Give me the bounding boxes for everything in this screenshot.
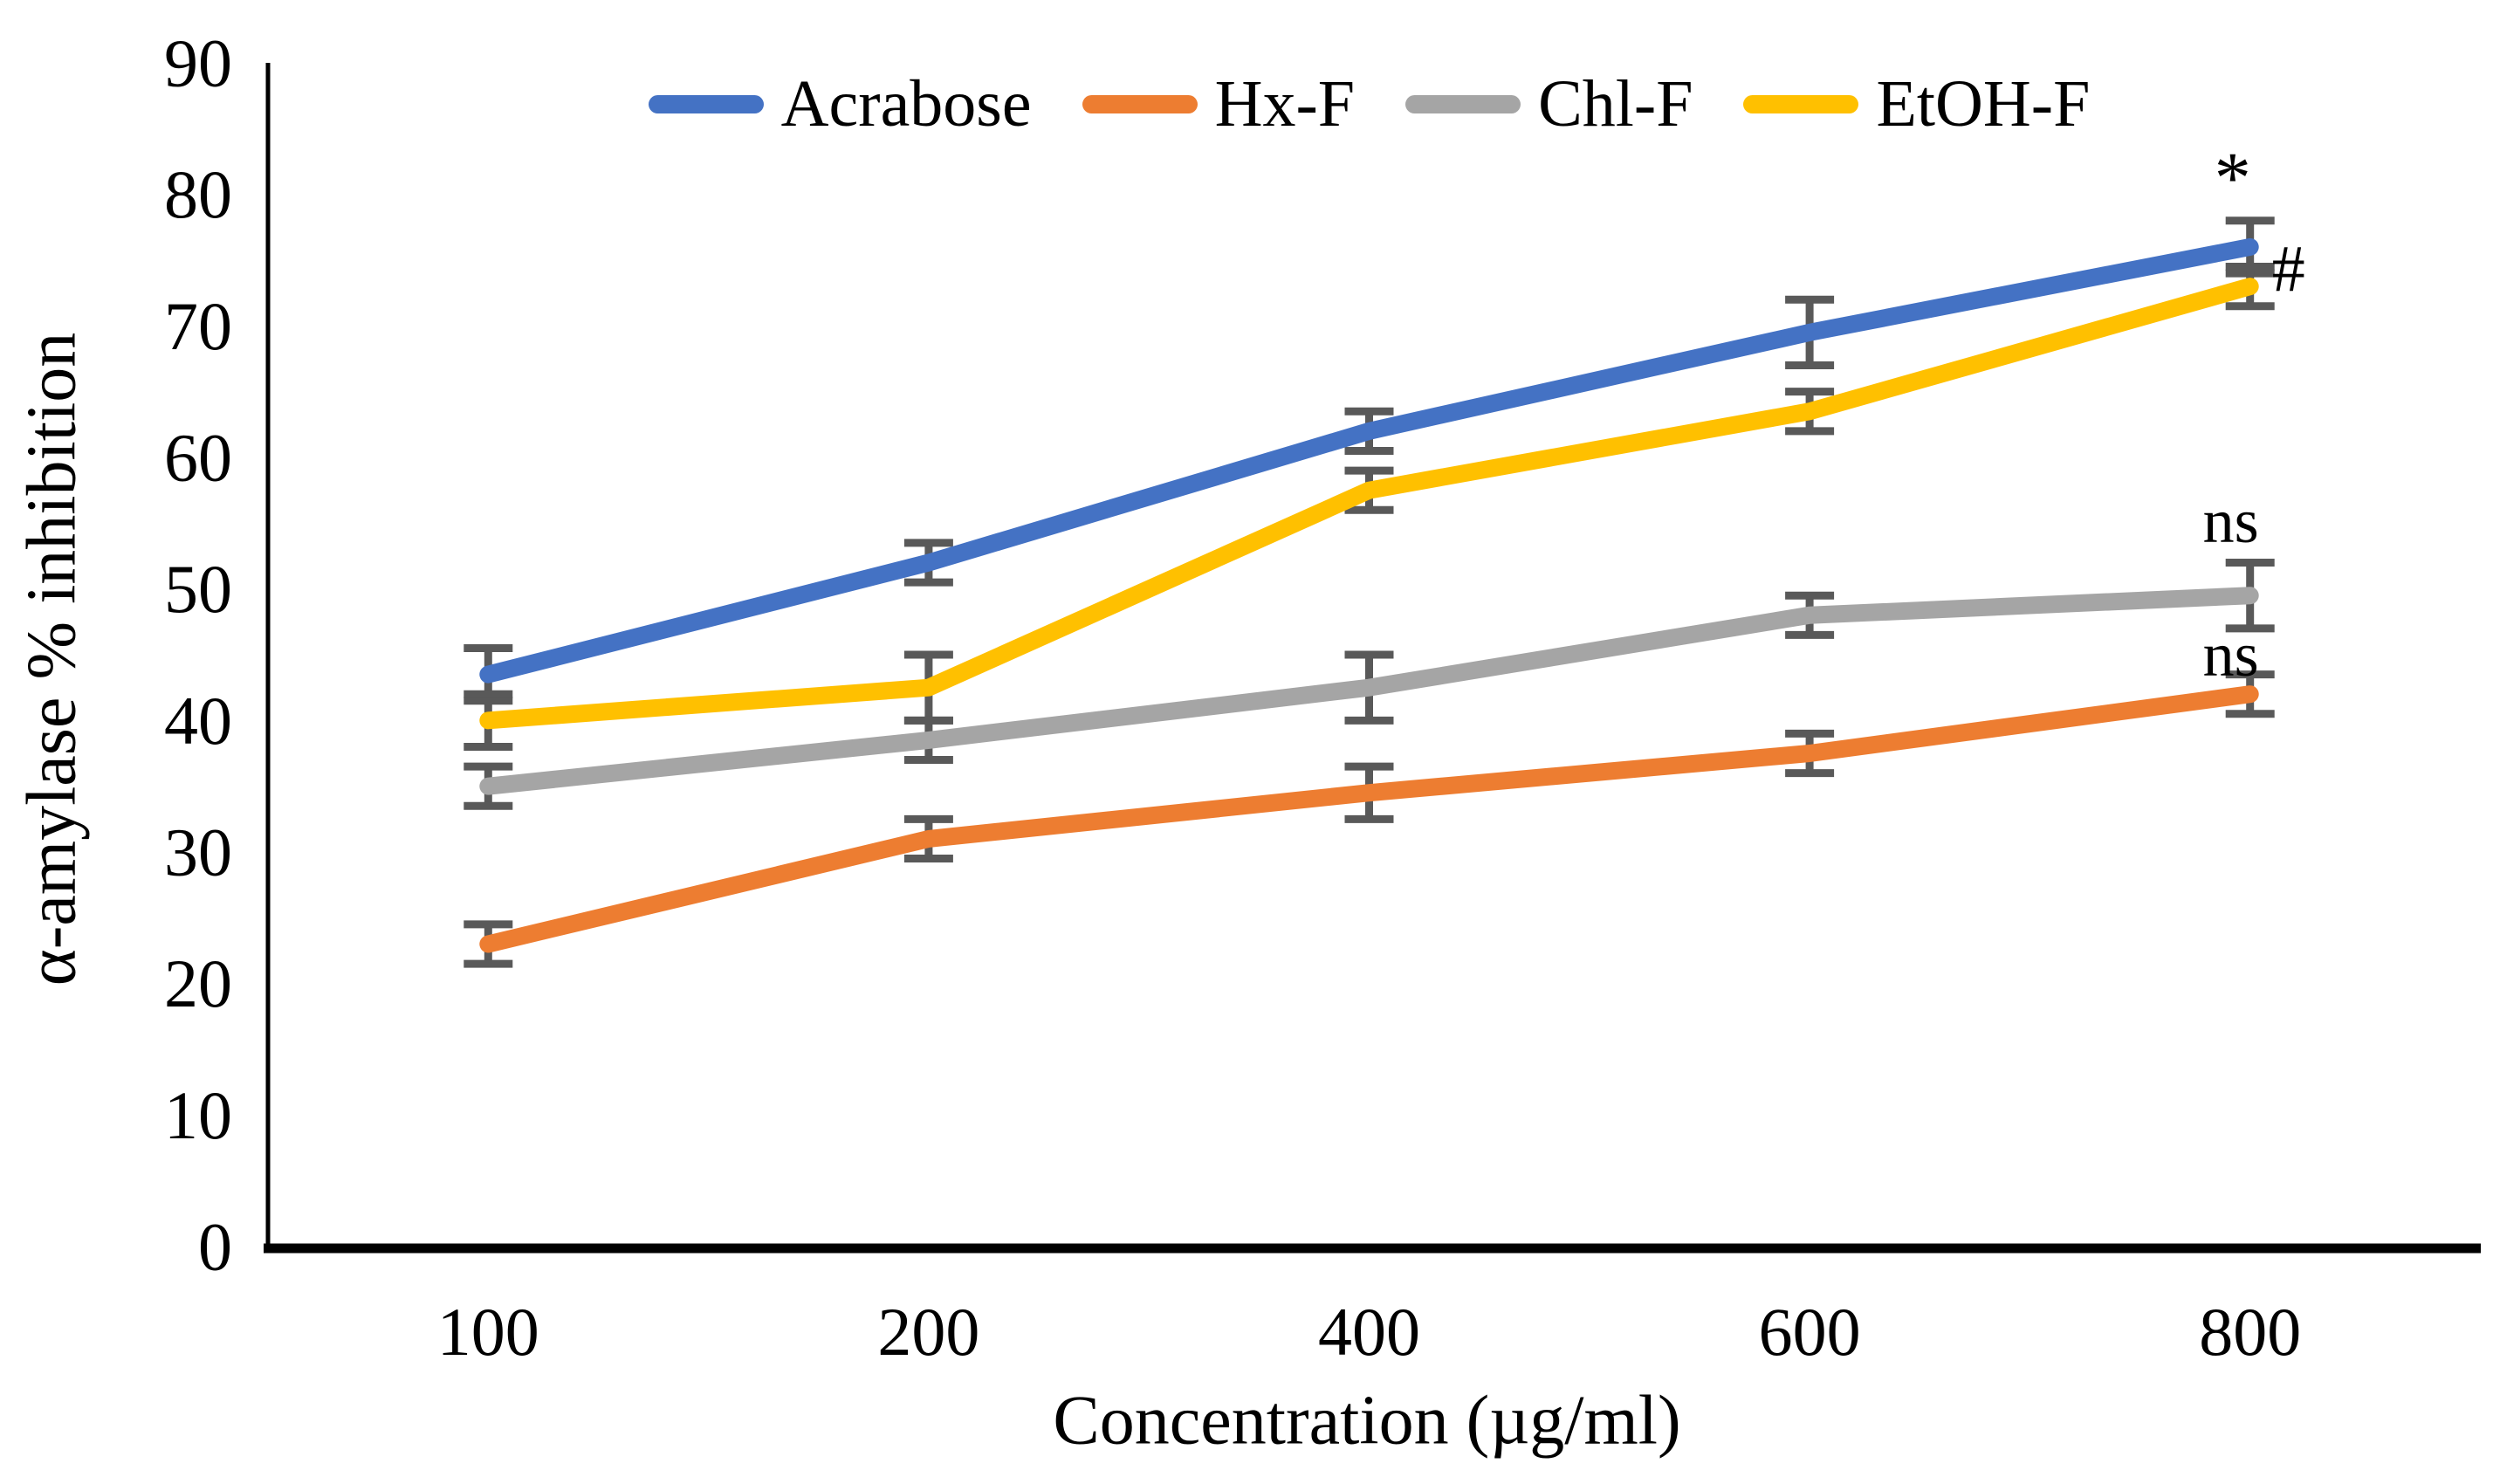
y-tick-label: 40	[164, 683, 232, 759]
x-tick-label: 100	[437, 1294, 539, 1370]
y-tick-label: 0	[198, 1209, 232, 1285]
y-tick-label: 60	[164, 420, 232, 496]
series-line-etoh-f	[479, 278, 2259, 730]
legend-swatch-chl-f	[1405, 95, 1521, 113]
y-tick-label: 70	[164, 288, 232, 364]
annotation-ns: ns	[2203, 620, 2259, 690]
y-tick-label: 90	[164, 25, 232, 101]
x-tick-label: 400	[1318, 1294, 1420, 1370]
series-line-acrabose	[479, 237, 2259, 684]
legend-item-etoh-f: EtOH-F	[1743, 66, 2090, 142]
legend-label: Chl-F	[1538, 67, 1693, 141]
legend-item-acrabose: Acrabose	[648, 66, 1032, 142]
legend-swatch-hx-f	[1082, 95, 1198, 113]
y-tick-label: 80	[164, 156, 232, 232]
y-tick-label: 30	[164, 814, 232, 890]
legend-item-chl-f: Chl-F	[1405, 66, 1693, 142]
y-tick-label: 50	[164, 551, 232, 627]
series-line-hx-f	[479, 685, 2259, 953]
x-tick-label: 600	[1759, 1294, 1861, 1370]
legend-swatch-acrabose	[648, 95, 764, 113]
x-tick-label: 800	[2199, 1294, 2301, 1370]
y-tick-label: 10	[164, 1077, 232, 1153]
legend-swatch-etoh-f	[1743, 95, 1859, 113]
y-tick-label: 20	[164, 945, 232, 1021]
legend-label: Hx-F	[1214, 67, 1356, 141]
annotation-*: *	[2215, 137, 2251, 218]
legend-item-hx-f: Hx-F	[1082, 66, 1355, 142]
series-line-chl-f	[479, 587, 2259, 795]
annotation-#: #	[2272, 232, 2305, 306]
x-axis-title: Concentration (µg/ml)	[1053, 1382, 1681, 1460]
legend-label: Acrabose	[780, 67, 1032, 141]
annotation-ns: ns	[2203, 486, 2259, 556]
legend-label: EtOH-F	[1876, 67, 2091, 141]
x-tick-label: 200	[877, 1294, 979, 1370]
legend: Acrabose Hx-F Chl-F EtOH-F	[268, 66, 2470, 142]
y-axis-title: α-amylase % inhibition	[13, 332, 91, 986]
